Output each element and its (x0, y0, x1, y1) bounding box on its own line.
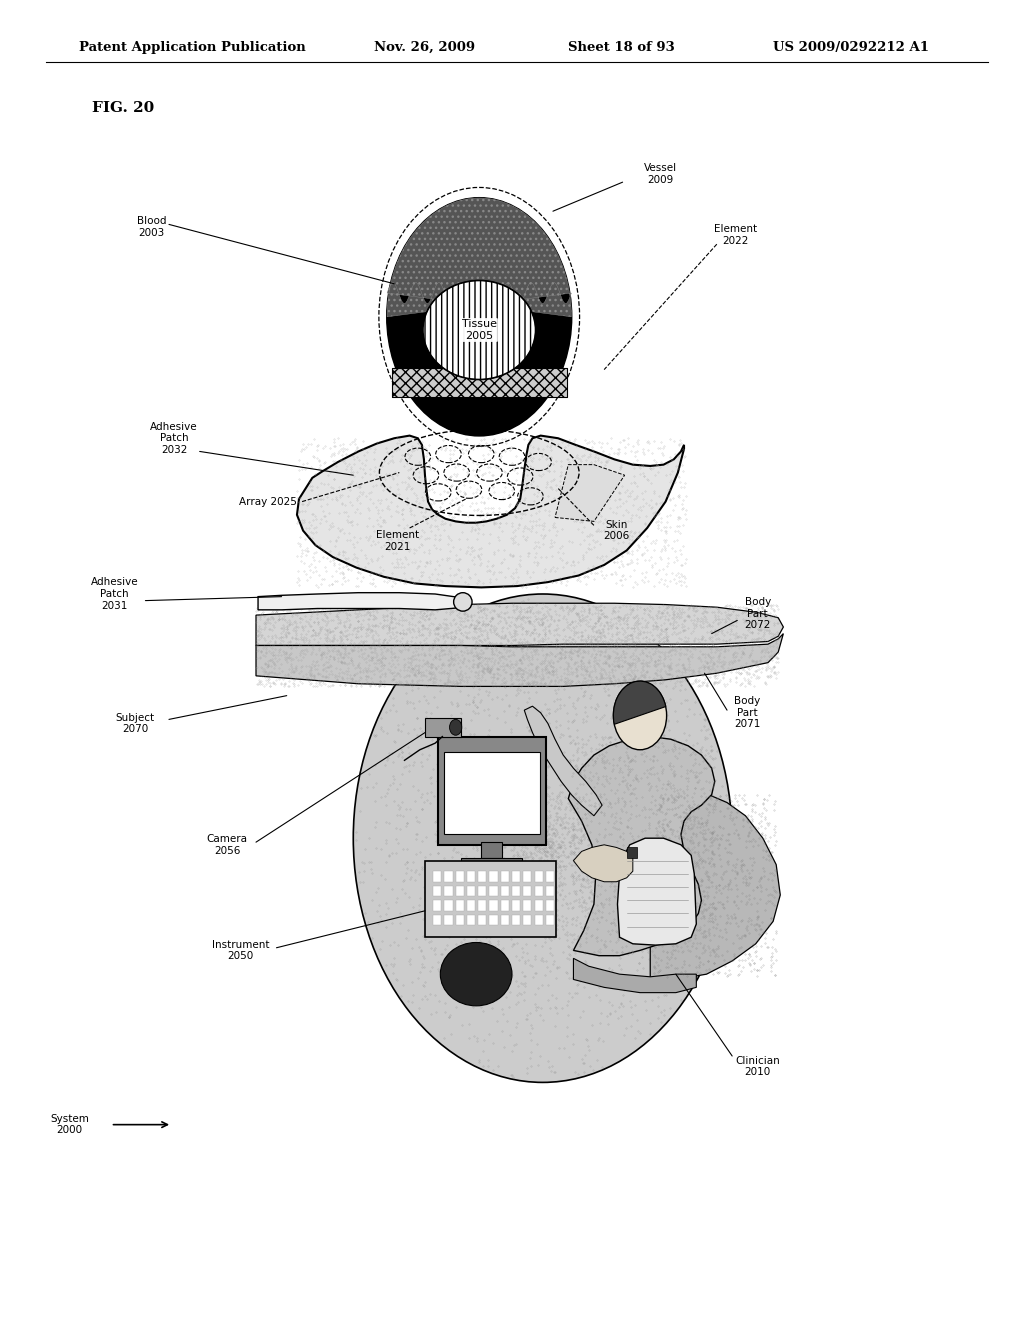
Text: Element
2021: Element 2021 (376, 531, 419, 552)
Ellipse shape (454, 593, 472, 611)
Text: Patent Application Publication: Patent Application Publication (79, 41, 305, 54)
Text: Body
Part
2071: Body Part 2071 (734, 696, 761, 730)
Bar (535, 871, 543, 882)
Bar (546, 886, 554, 896)
Polygon shape (650, 792, 780, 979)
Polygon shape (256, 634, 783, 686)
Bar (456, 900, 464, 911)
Bar (512, 900, 520, 911)
Bar (489, 900, 498, 911)
Bar (512, 886, 520, 896)
Text: Sheet 18 of 93: Sheet 18 of 93 (568, 41, 675, 54)
Bar (438, 737, 546, 845)
Polygon shape (555, 465, 625, 521)
Bar (467, 886, 475, 896)
Bar (478, 886, 486, 896)
Bar (461, 858, 522, 871)
Bar (546, 900, 554, 911)
Bar (489, 886, 498, 896)
Bar (467, 915, 475, 925)
Bar (535, 886, 543, 896)
Text: Clinician
2010: Clinician 2010 (735, 1056, 780, 1077)
Bar (433, 886, 441, 896)
Circle shape (387, 198, 571, 436)
Bar (535, 915, 543, 925)
Bar (444, 752, 540, 834)
Ellipse shape (423, 281, 536, 380)
Text: Adhesive
Patch
2031: Adhesive Patch 2031 (91, 577, 138, 611)
Text: US 2009/0292212 A1: US 2009/0292212 A1 (773, 41, 929, 54)
Circle shape (450, 719, 462, 735)
Bar (489, 871, 498, 882)
Bar (444, 915, 453, 925)
Text: Element
2022: Element 2022 (714, 224, 757, 246)
Bar (501, 886, 509, 896)
Bar (501, 871, 509, 882)
Circle shape (353, 594, 732, 1082)
Polygon shape (568, 737, 715, 956)
Text: Array 2025: Array 2025 (240, 496, 297, 507)
Bar (546, 915, 554, 925)
Polygon shape (392, 367, 567, 396)
Bar (501, 915, 509, 925)
Bar (546, 871, 554, 882)
Bar (478, 915, 486, 925)
Bar (481, 842, 502, 858)
Text: Skin
2006: Skin 2006 (603, 520, 630, 541)
Bar (627, 847, 637, 858)
Text: Nov. 26, 2009: Nov. 26, 2009 (374, 41, 475, 54)
Bar (512, 871, 520, 882)
Bar (433, 871, 441, 882)
Text: Instrument
2050: Instrument 2050 (212, 940, 269, 961)
Bar (523, 900, 531, 911)
Text: Adhesive
Patch
2032: Adhesive Patch 2032 (151, 421, 198, 455)
Bar (467, 900, 475, 911)
Bar (523, 871, 531, 882)
Bar (444, 871, 453, 882)
Bar (456, 886, 464, 896)
Text: Body
Part
2072: Body Part 2072 (744, 597, 771, 631)
Polygon shape (617, 838, 696, 945)
Polygon shape (387, 198, 571, 317)
Polygon shape (258, 593, 466, 610)
Bar (489, 915, 498, 925)
Ellipse shape (440, 942, 512, 1006)
Bar (501, 900, 509, 911)
Polygon shape (256, 603, 783, 645)
Text: Blood
2003: Blood 2003 (137, 216, 166, 238)
Bar (478, 900, 486, 911)
Polygon shape (573, 845, 633, 882)
Polygon shape (524, 706, 602, 816)
Bar (433, 915, 441, 925)
Bar (444, 886, 453, 896)
Text: System
2000: System 2000 (50, 1114, 89, 1135)
Text: Vessel
2009: Vessel 2009 (644, 164, 677, 185)
Bar (433, 900, 441, 911)
Bar (425, 718, 461, 737)
Text: Subject
2070: Subject 2070 (116, 713, 155, 734)
Bar (523, 886, 531, 896)
Bar (456, 871, 464, 882)
Text: Camera
2056: Camera 2056 (207, 834, 248, 855)
Bar (523, 915, 531, 925)
Bar (478, 871, 486, 882)
Polygon shape (297, 436, 684, 587)
Bar (512, 915, 520, 925)
Circle shape (613, 681, 667, 750)
Text: Tissue
2005: Tissue 2005 (462, 319, 497, 341)
Bar (535, 900, 543, 911)
Bar (456, 915, 464, 925)
Text: FIG. 20: FIG. 20 (92, 102, 155, 115)
Polygon shape (573, 958, 696, 993)
Bar (425, 861, 556, 937)
Bar (444, 900, 453, 911)
Bar (449, 760, 530, 805)
Wedge shape (613, 681, 666, 725)
Bar (467, 871, 475, 882)
